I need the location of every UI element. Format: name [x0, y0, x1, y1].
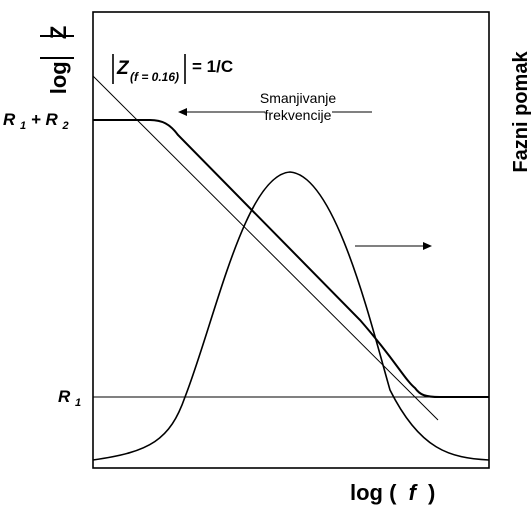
r1r2-sub1: 1 [20, 120, 26, 132]
x-axis-close: ) [428, 480, 435, 505]
x-axis-f: f [409, 480, 419, 505]
annotation-subscript: (f = 0.16) [130, 70, 179, 84]
arrowhead-left [178, 108, 187, 116]
annotation-z: Z [116, 58, 130, 79]
annotation-equation: = 1/C [192, 57, 233, 76]
y-axis-z: Z [46, 26, 71, 39]
x-axis-label: log ( f ) [350, 480, 435, 505]
r1-r: R [58, 387, 71, 406]
impedance-magnitude-curve [93, 119, 489, 398]
phase-axis-label: Fazni pomak [510, 51, 532, 173]
r1-sub: 1 [75, 397, 81, 409]
phase-shift-curve [92, 171, 490, 461]
r1r2-plus: + R [31, 110, 59, 129]
decreasing-frequency-label-line2: frekvencije [265, 107, 332, 123]
y-axis-log: log [46, 61, 71, 94]
plot-frame [92, 11, 490, 469]
capacitive-asymptote-line [92, 75, 439, 421]
r1-label: R 1 [58, 387, 81, 409]
x-axis-log: log ( [350, 480, 397, 505]
r1r2-sub2: 2 [62, 120, 69, 132]
decreasing-frequency-label-line1: Smanjivanje [260, 90, 336, 106]
r1r2-r1: R [3, 110, 16, 129]
r1-plus-r2-label: R 1 + R 2 [3, 110, 69, 133]
arrowhead-right [423, 242, 432, 250]
